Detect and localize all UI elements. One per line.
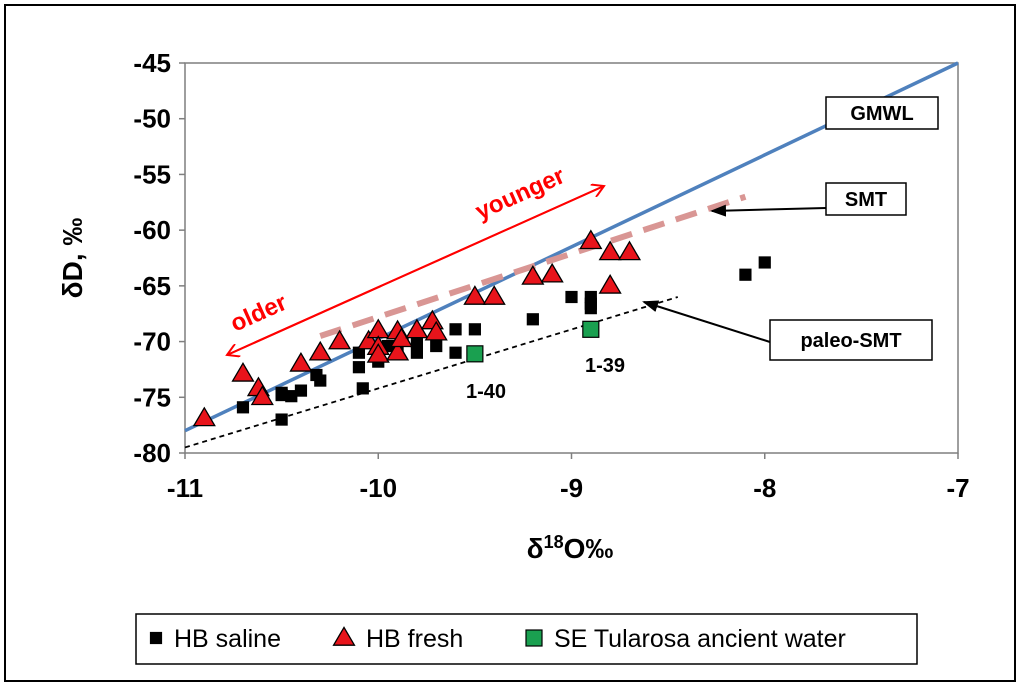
y-tick-label: -50 — [133, 104, 171, 134]
legend-item: HB fresh — [332, 625, 463, 653]
data-point — [521, 265, 545, 285]
figure-frame — [4, 4, 1016, 682]
data-point — [582, 320, 600, 338]
data-point — [231, 361, 255, 382]
callout-text: paleo-SMT — [800, 330, 901, 352]
data-point — [584, 302, 597, 315]
data-point — [526, 313, 539, 326]
callout-text: GMWL — [850, 103, 913, 125]
callout-box — [769, 319, 933, 361]
data-point — [410, 346, 423, 359]
y-tick-label: -70 — [133, 327, 171, 357]
data-point — [482, 285, 506, 305]
series-se-tularosa-ancient-water — [466, 320, 600, 363]
data-point — [250, 385, 274, 406]
x-tick-label: -8 — [753, 473, 776, 503]
callout-box — [825, 182, 907, 216]
y-tick-label: -80 — [133, 438, 171, 468]
data-point — [192, 406, 216, 427]
y-tick-label: -45 — [133, 48, 171, 78]
x-tick-label: -11 — [167, 473, 203, 503]
data-point — [598, 240, 622, 261]
legend: HB saline HB fresh SE Tularosa ancient wat… — [149, 625, 846, 653]
callout-paleo-smt: paleo-SMT — [642, 300, 933, 361]
data-point — [758, 256, 771, 269]
legend-item: SE Tularosa ancient water — [525, 625, 846, 653]
annotations: GMWL SMT paleo-SMT 1-40 1-39 — [466, 96, 939, 403]
callout-arrow — [710, 204, 827, 217]
data-point — [468, 323, 481, 336]
series-hb-fresh — [192, 229, 642, 427]
data-point — [356, 382, 369, 395]
legend-item: HB saline — [149, 625, 281, 653]
y-tick-label: -55 — [133, 159, 171, 189]
data-point — [449, 323, 462, 336]
older-arrow — [227, 185, 605, 355]
y-tick-label: -60 — [133, 215, 171, 245]
y-tick-label: -65 — [133, 271, 171, 301]
callout-arrow — [642, 300, 771, 343]
data-point — [617, 240, 642, 261]
y-axis-title: δD, ‰ — [57, 218, 88, 299]
y-tick-label: -75 — [133, 382, 171, 412]
data-point — [463, 285, 487, 305]
data-point — [289, 351, 313, 372]
data-point — [540, 262, 564, 283]
data-point — [449, 346, 462, 359]
callout-text: SMT — [845, 189, 887, 211]
data-point — [565, 290, 578, 304]
point-label: 1-39 — [585, 355, 625, 377]
point-label: 1-40 — [466, 381, 506, 403]
data-point — [466, 345, 484, 363]
legend-marker — [332, 626, 356, 646]
paleo-smt-line — [184, 296, 679, 449]
legend-label: SE Tularosa ancient water — [554, 625, 846, 653]
data-point — [579, 229, 603, 250]
callout-gmwl: GMWL — [825, 96, 939, 130]
callout-box — [825, 96, 939, 130]
data-point — [385, 340, 410, 361]
data-point — [430, 339, 443, 353]
data-point — [366, 343, 390, 363]
legend-label: HB fresh — [366, 625, 463, 653]
data-point — [739, 268, 752, 281]
tick-labels: -11 -10 -9 -8 -7 -45 -50 -55 -60 -65 -70 -75 -80 — [133, 48, 969, 503]
x-tick-label: -7 — [946, 473, 969, 503]
data-point — [236, 401, 250, 414]
legend-marker — [149, 631, 163, 645]
data-point — [294, 384, 308, 397]
x-axis-title-rest: O‰ — [564, 533, 614, 564]
x-tick-label: -10 — [359, 473, 397, 503]
data-point — [352, 361, 366, 374]
data-point — [308, 340, 332, 361]
x-tick-label: -9 — [560, 473, 583, 503]
legend-marker — [525, 629, 543, 647]
x-axis-title-sup: 18 — [544, 532, 564, 552]
legend-label: HB saline — [174, 625, 281, 653]
data-points — [192, 229, 771, 427]
callout-smt: SMT — [710, 182, 907, 217]
data-point — [275, 413, 288, 426]
data-point — [310, 368, 323, 382]
data-point — [598, 273, 622, 294]
x-axis-title-main: δ — [527, 533, 544, 564]
data-point — [424, 320, 448, 341]
x-axis-title: δ18O‰ — [527, 532, 614, 564]
data-point — [328, 329, 352, 350]
